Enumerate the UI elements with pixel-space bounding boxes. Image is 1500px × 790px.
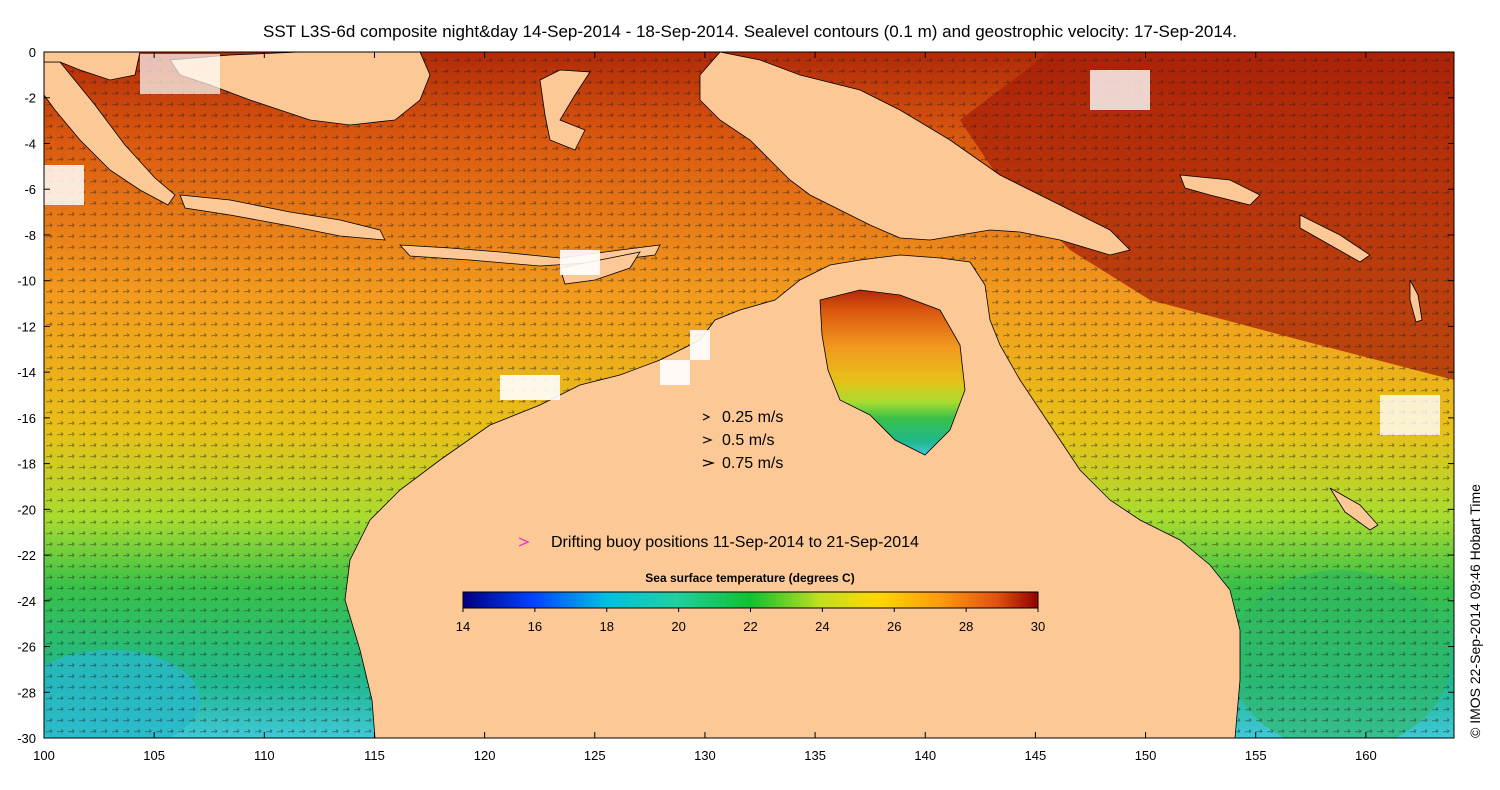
y-tick-label: -2 [24, 91, 36, 106]
colorbar-tick-label: 18 [600, 619, 614, 634]
x-tick-label: 155 [1245, 748, 1267, 763]
land-malaya [44, 52, 141, 81]
plot-frame [43, 51, 1455, 739]
x-tick-label: 150 [1135, 748, 1157, 763]
y-tick-label: -6 [24, 182, 36, 197]
x-tick-label: 100 [33, 748, 55, 763]
colorbar: Sea surface temperature (degrees C) 14 16… [456, 571, 1045, 634]
colorbar-tick-label: 14 [456, 619, 470, 634]
y-tick-label: -16 [17, 411, 36, 426]
x-tick-label: 135 [804, 748, 826, 763]
y-tick-label: -26 [17, 640, 36, 655]
y-tick-label: -12 [17, 319, 36, 334]
y-tick-label: -28 [17, 685, 36, 700]
land-vanuatu [1409, 279, 1423, 323]
x-tick-label: 105 [143, 748, 165, 763]
buoy-marker-icon [518, 537, 530, 547]
x-tick-label: 120 [474, 748, 496, 763]
land-sumatra [44, 61, 176, 206]
cloud-mask [44, 54, 1440, 435]
colorbar-tick-label: 24 [815, 619, 829, 634]
y-tick-label: -24 [17, 594, 36, 609]
y-tick-label: -14 [17, 365, 36, 380]
colorbar-tick-label: 28 [959, 619, 973, 634]
colorbar-ticks: 14 16 18 20 22 24 26 28 30 [456, 608, 1045, 634]
y-tick-label: 0 [29, 45, 36, 60]
x-axis: 100 105 110 115 120 125 130 135 140 145 150 155 160 [33, 52, 1377, 763]
velocity-arrow-icon [702, 459, 716, 467]
y-tick-label: -4 [24, 136, 36, 151]
x-tick-label: 115 [364, 748, 385, 763]
map-title: SST L3S-6d composite night&day 14-Sep-20… [263, 22, 1237, 41]
velocity-arrow-icon [702, 436, 713, 444]
x-tick-label: 145 [1025, 748, 1047, 763]
velocity-arrow-icon [702, 413, 711, 421]
y-tick-label: -30 [17, 731, 36, 746]
y-tick-label: -22 [17, 548, 36, 563]
colorbar-tick-label: 30 [1031, 619, 1045, 634]
colorbar-tick-label: 16 [528, 619, 542, 634]
gulf-of-carpentaria [819, 289, 966, 456]
colorbar-tick-label: 20 [671, 619, 685, 634]
velocity-legend-label: 0.75 m/s [722, 455, 783, 472]
land-new-guinea [699, 52, 1131, 256]
x-tick-label: 140 [914, 748, 936, 763]
y-tick-label: -10 [17, 274, 36, 289]
colorbar-tick-label: 26 [887, 619, 901, 634]
land-solomons [1299, 214, 1371, 263]
land-new-caledonia [1329, 487, 1379, 531]
x-tick-label: 125 [584, 748, 606, 763]
y-tick-label: -18 [17, 457, 36, 472]
land-sulawesi [539, 69, 591, 151]
y-tick-label: -20 [17, 502, 36, 517]
colorbar-ramp [462, 591, 1039, 609]
x-tick-label: 160 [1355, 748, 1377, 763]
x-tick-label: 130 [694, 748, 716, 763]
land-new-britain [1179, 174, 1261, 206]
velocity-legend-label: 0.5 m/s [722, 432, 774, 449]
credit-line: © IMOS 22-Sep-2014 09:46 Hobart Time [1467, 484, 1483, 738]
land-australia [344, 254, 1241, 738]
colorbar-tick-label: 22 [743, 619, 757, 634]
land-java [179, 194, 386, 241]
buoy-legend-label: Drifting buoy positions 11-Sep-2014 to 2… [551, 534, 919, 551]
velocity-legend-label: 0.25 m/s [722, 409, 783, 426]
colorbar-title: Sea surface temperature (degrees C) [645, 571, 854, 585]
buoy-legend: Drifting buoy positions 11-Sep-2014 to 2… [518, 534, 919, 551]
velocity-legend: 0.25 m/s 0.5 m/s 0.75 m/s [702, 409, 783, 472]
x-tick-label: 110 [254, 748, 275, 763]
y-tick-label: -8 [24, 228, 36, 243]
y-axis: 0 -2 -4 -6 -8 -10 -12 -14 -16 -18 -20 -22 -24 -26 -28 -… [17, 45, 1454, 746]
